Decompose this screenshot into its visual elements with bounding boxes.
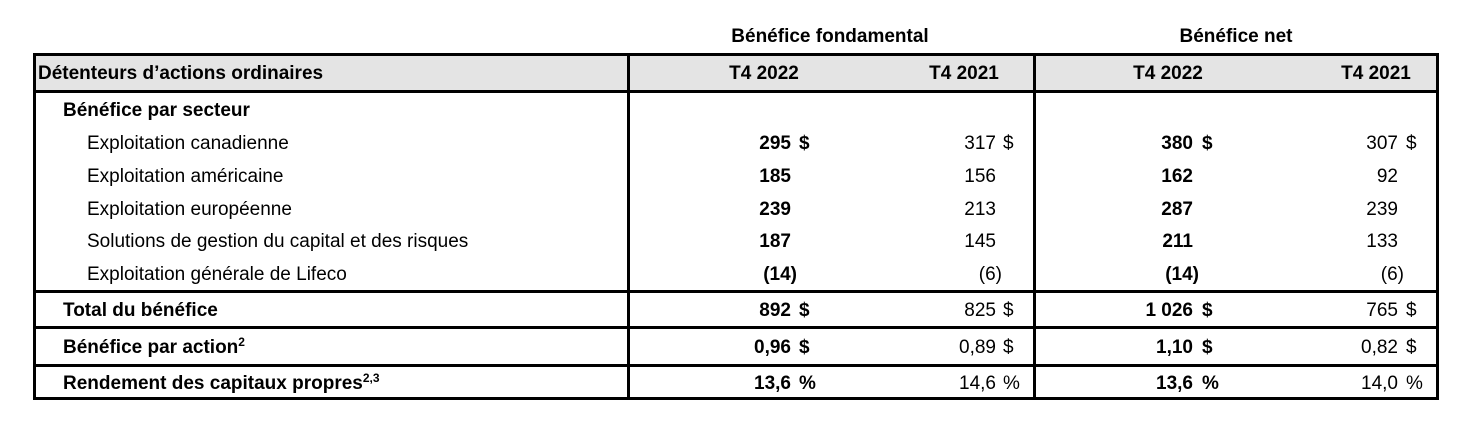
core-2022-unit: $ [799,133,810,154]
roe-label-text: Rendement des capitaux propres [63,373,363,394]
net-2021-value: 0,82 [1361,337,1398,358]
net-2021-unit: $ [1406,133,1417,154]
col-header-core-q4-2022: T4 2022 [729,63,799,84]
segment-label: Exploitation européenne [87,199,292,220]
core-2021-unit: $ [1003,133,1014,154]
col-header-core-q4-2021: T4 2021 [929,63,999,84]
core-2022-value: 13,6 [754,373,791,394]
core-2021-unit: $ [1003,300,1014,321]
table-header-row [36,56,1436,93]
core-2021-unit: $ [1003,337,1014,358]
core-2021-value: 213 [964,199,996,220]
core-2022-value: 239 [759,199,791,220]
col-header-net-q4-2021: T4 2021 [1341,63,1411,84]
segment-label: Exploitation générale de Lifeco [87,264,347,285]
net-2021-value: 14,0 [1361,373,1398,394]
core-2022-value: 185 [759,166,791,187]
core-2021-unit: % [1003,373,1020,394]
net-2022-value: 211 [1162,231,1193,252]
segment-label: Solutions de gestion du capital et des r… [87,231,469,252]
core-2022-unit: % [799,373,816,394]
col-header-net-q4-2022: T4 2022 [1133,63,1203,84]
net-2022-value: 162 [1161,166,1193,187]
segment-label: Exploitation américaine [87,166,284,187]
net-2022-value: 1 026 [1145,300,1193,321]
column-divider [1033,56,1036,397]
group-header-core-earnings: Bénéfice fondamental [731,26,929,47]
net-2022-unit: $ [1202,133,1213,154]
roe-label: Rendement des capitaux propres2,3 [63,372,380,396]
net-2021-value: 92 [1376,166,1398,187]
row-divider [36,364,1436,367]
core-2021-value: 14,6 [959,373,996,394]
core-2022-value: 187 [759,231,791,252]
net-2021-value: 239 [1366,199,1398,220]
core-2022-value: 892 [759,300,791,321]
core-2021-value: 156 [964,166,996,187]
net-2021-value: 765 [1366,300,1398,321]
net-2022-value: 13,6 [1156,373,1193,394]
net-2022-unit: $ [1202,337,1213,358]
total-label: Total du bénéfice [63,300,218,321]
net-2021-unit: % [1406,373,1423,394]
net-2021-value: (6) [1380,264,1404,285]
net-2022-value: 380 [1161,133,1193,154]
net-2022-unit: % [1202,373,1219,394]
core-2021-value: 0,89 [959,337,996,358]
net-2022-value: 1,10 [1156,337,1193,358]
core-2022-value: 0,96 [754,337,791,358]
row-header-label: Détenteurs d’actions ordinaires [38,63,324,84]
row-divider [36,290,1436,293]
eps-label-text: Bénéfice par action [63,337,239,358]
eps-label: Bénéfice par action2 [63,336,245,360]
net-2022-unit: $ [1202,300,1213,321]
net-2021-value: 307 [1366,133,1398,154]
net-2022-value: (14) [1165,264,1199,285]
core-2022-unit: $ [799,300,810,321]
footnote-marker: 2 [238,335,245,349]
core-2022-value: (14) [763,264,797,285]
core-2022-value: 295 [759,133,791,154]
group-header-net-earnings: Bénéfice net [1179,26,1293,47]
segment-label: Exploitation canadienne [87,133,289,154]
row-divider [36,326,1436,329]
core-2021-value: 145 [964,231,996,252]
core-2021-value: 317 [964,133,996,154]
net-2021-unit: $ [1406,337,1417,358]
net-2022-value: 287 [1161,199,1193,220]
net-2021-unit: $ [1406,300,1417,321]
column-divider [627,56,630,397]
earnings-table: Détenteurs d’actions ordinaires T4 2022 … [33,53,1439,400]
footnote-marker: 2,3 [362,371,380,385]
core-2021-value: 825 [964,300,996,321]
core-2021-value: (6) [978,264,1002,285]
core-2022-unit: $ [799,337,810,358]
net-2021-value: 133 [1366,231,1398,252]
section-label: Bénéfice par secteur [63,100,250,121]
